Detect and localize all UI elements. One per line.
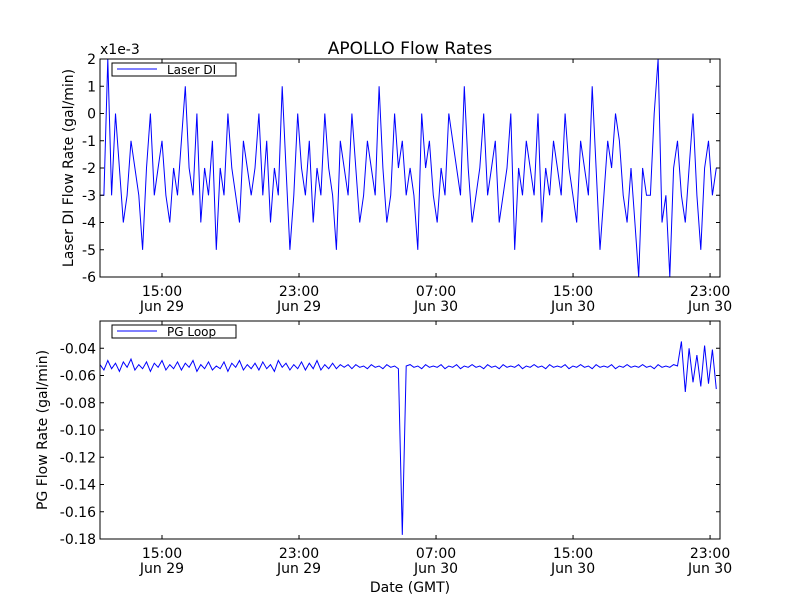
bottom-y-axis-label: PG Flow Rate (gal/min)	[35, 350, 51, 510]
y-tick-label: -4	[82, 216, 96, 232]
x-tick-time: 23:00	[690, 546, 730, 562]
legend-label: PG Loop	[167, 325, 216, 339]
y-tick-label: -3	[82, 188, 96, 204]
top-y-axis-label: Laser DI Flow Rate (gal/min)	[61, 69, 77, 267]
bottom-axes: -0.04 -0.06 -0.08 -0.10 -0.12 -0.14 -0.16 -0.18…	[60, 320, 732, 577]
x-axis-label: Date (GMT)	[370, 580, 450, 596]
data-series-line	[100, 59, 717, 277]
x-tick-time: 23:00	[690, 284, 730, 300]
y-tick-label: -6	[82, 270, 96, 286]
x-tick-date: Jun 30	[413, 299, 458, 315]
y-tick-label: -0.10	[60, 423, 96, 439]
x-tick-time: 07:00	[416, 546, 456, 562]
x-tick-date: Jun 29	[139, 561, 184, 577]
data-series-line	[100, 341, 717, 535]
x-tick-time: 23:00	[279, 546, 319, 562]
chart-title: APOLLO Flow Rates	[328, 39, 493, 59]
x-tick-time: 15:00	[142, 284, 182, 300]
y-tick-label: -0.12	[60, 450, 96, 466]
x-tick-date: Jun 30	[413, 561, 458, 577]
x-tick-time: 15:00	[553, 546, 593, 562]
y-tick-label: 1	[87, 79, 96, 95]
y-tick-label: 2	[87, 52, 96, 68]
x-tick-date: Jun 29	[276, 561, 321, 577]
y-tick-label: -0.14	[60, 478, 96, 494]
x-tick-date: Jun 29	[276, 299, 321, 315]
legend-label: Laser DI	[167, 63, 216, 77]
x-tick-time: 07:00	[416, 284, 456, 300]
legend-box	[111, 324, 237, 339]
y-multiplier: x1e-3	[100, 42, 140, 58]
x-tick-date: Jun 30	[687, 561, 732, 577]
y-tick-label: -2	[82, 161, 96, 177]
y-tick-label: -0.08	[60, 396, 96, 412]
axes-frame	[99, 320, 721, 540]
x-tick-time: 15:00	[553, 284, 593, 300]
x-tick-time: 15:00	[142, 546, 182, 562]
y-tick-label: -0.06	[60, 369, 96, 385]
x-tick-date: Jun 30	[550, 299, 595, 315]
x-tick-time: 23:00	[279, 284, 319, 300]
x-tick-date: Jun 30	[550, 561, 595, 577]
y-tick-label: -5	[82, 243, 96, 259]
x-tick-date: Jun 29	[139, 299, 184, 315]
y-tick-label: 0	[87, 107, 96, 123]
y-tick-label: -0.16	[60, 505, 96, 521]
y-tick-label: -0.18	[60, 532, 96, 548]
y-tick-label: -0.04	[60, 341, 96, 357]
y-tick-label: -1	[82, 134, 96, 150]
x-tick-date: Jun 30	[687, 299, 732, 315]
legend-box	[111, 62, 237, 77]
